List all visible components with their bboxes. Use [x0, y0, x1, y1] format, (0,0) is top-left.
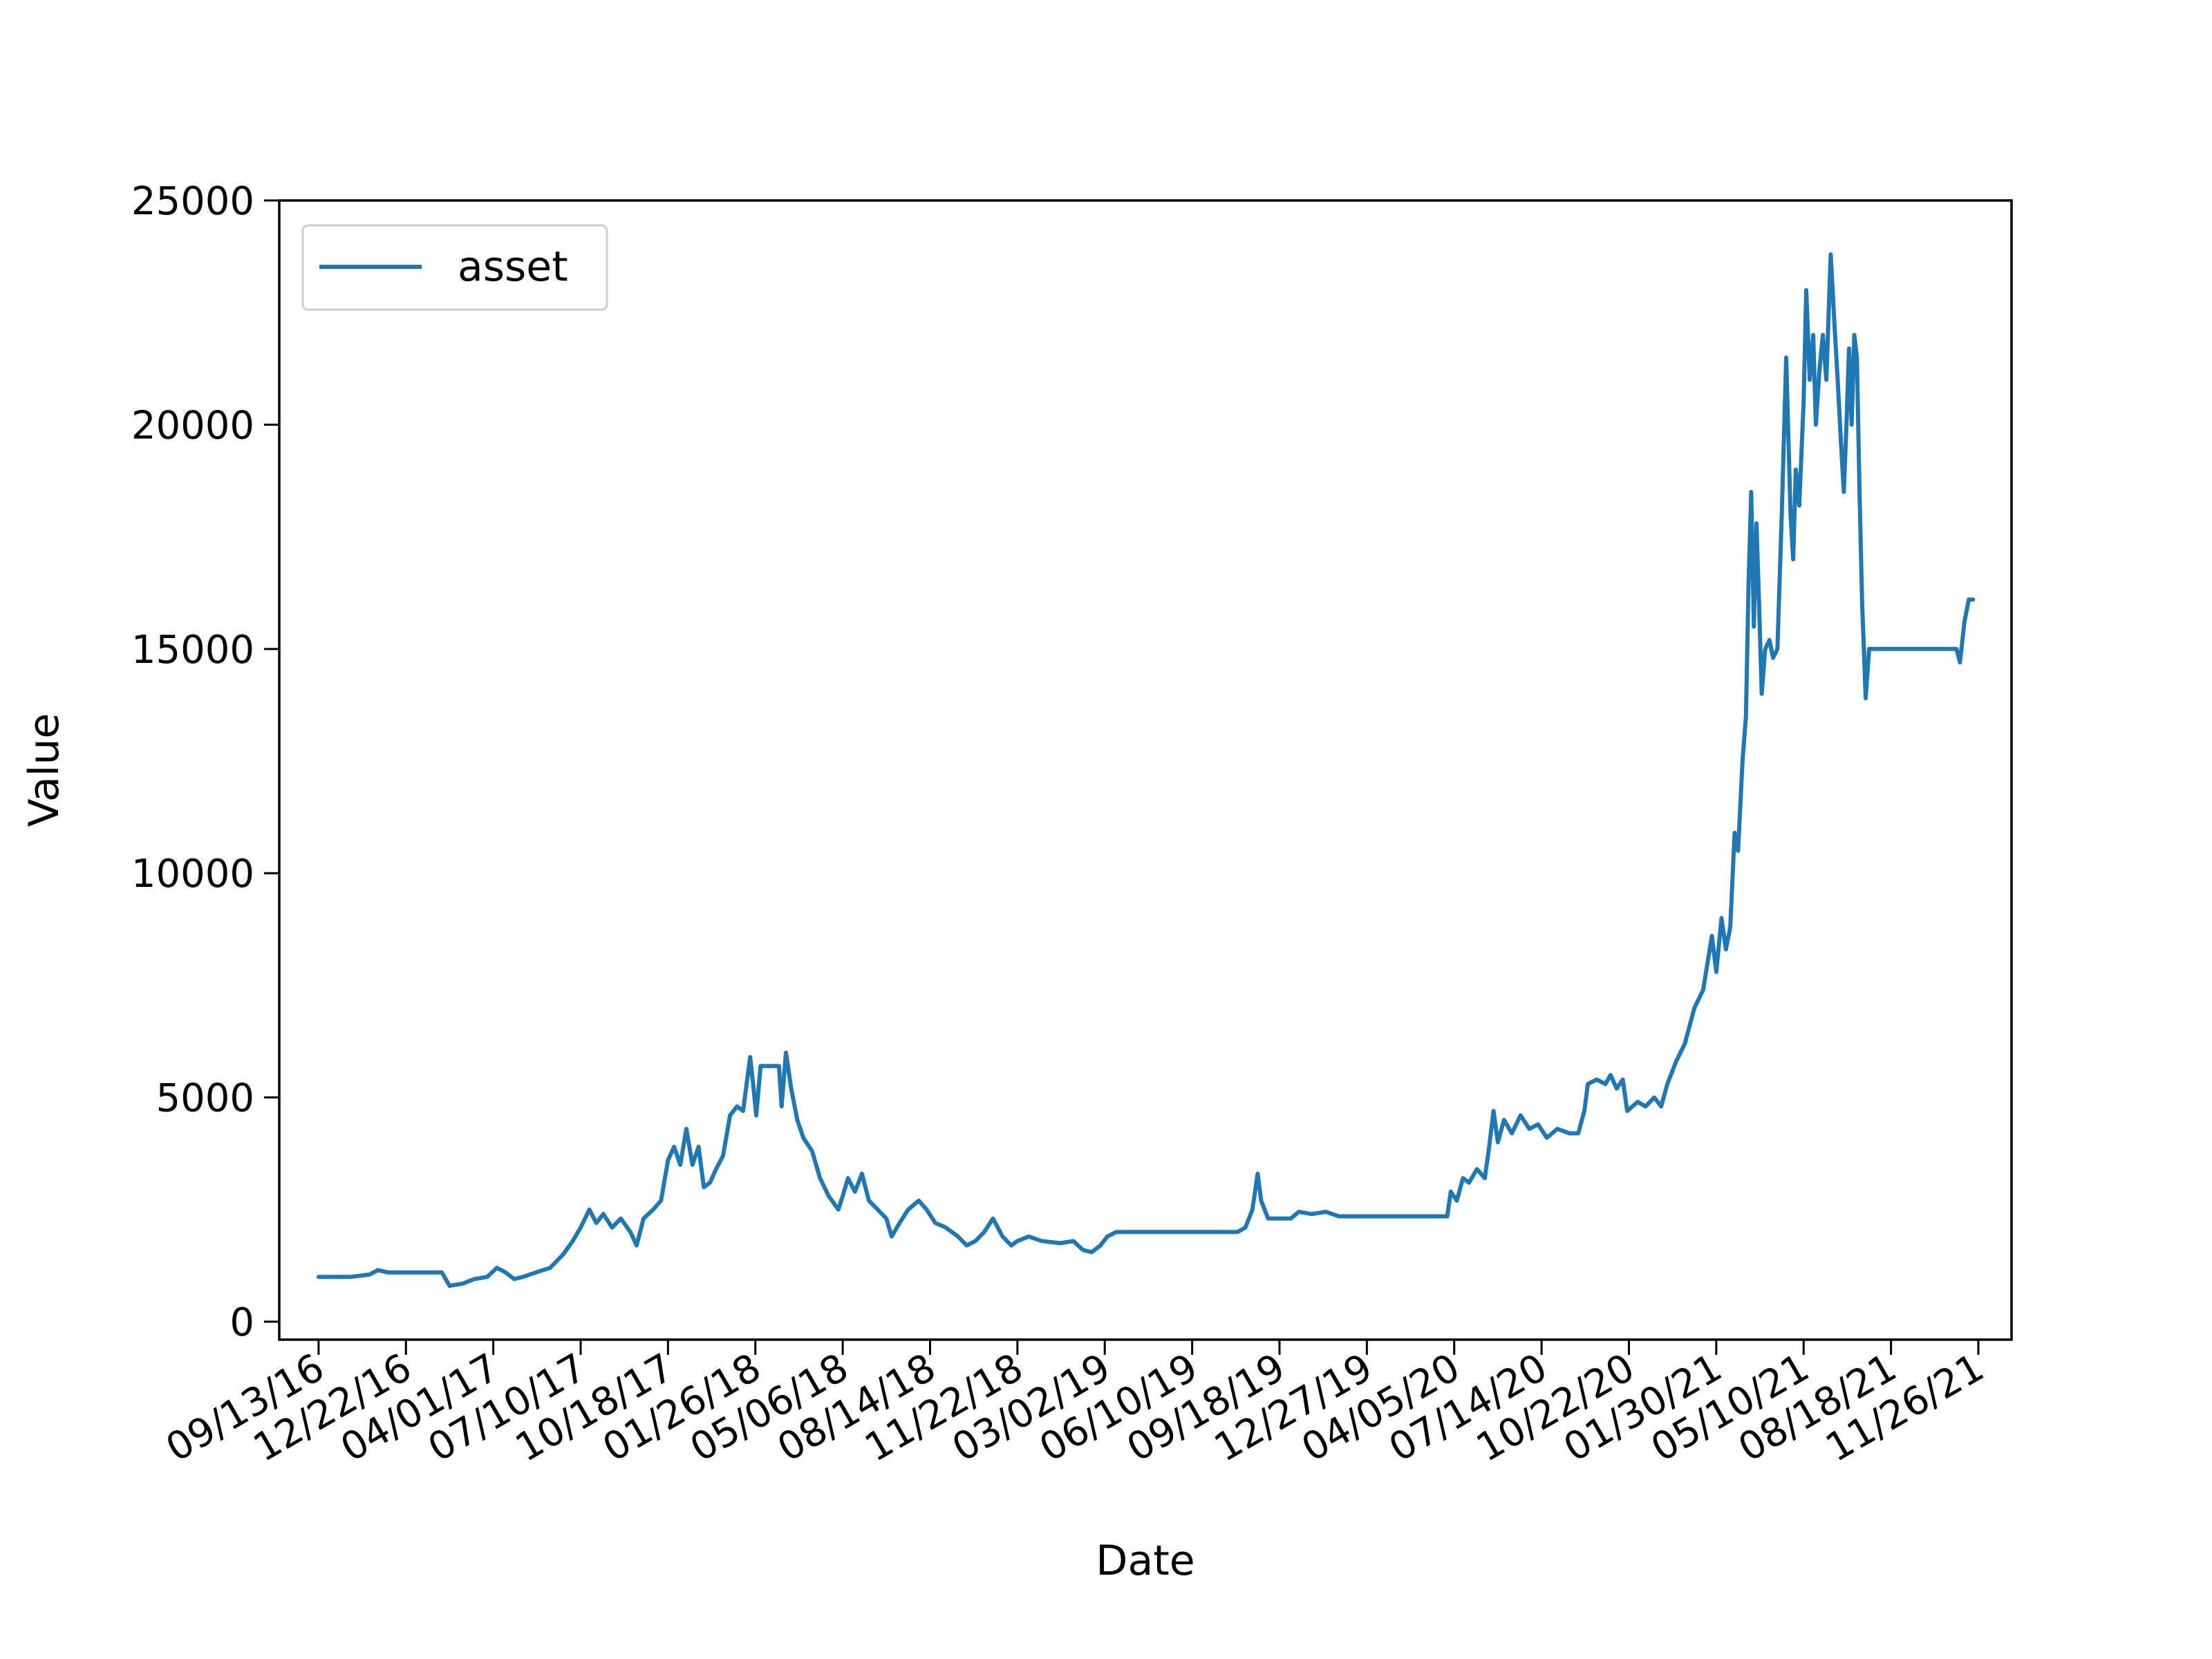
y-tick-label: 0 [229, 1300, 254, 1345]
y-axis: 0 5000 10000 15000 20000 25000 [131, 179, 279, 1345]
y-tick-label: 5000 [156, 1076, 254, 1121]
y-tick-label: 25000 [131, 179, 254, 224]
legend-label-asset: asset [458, 243, 568, 291]
series-layer [316, 252, 1976, 1288]
y-tick-label: 15000 [131, 628, 254, 673]
y-axis-label: Value [20, 713, 68, 827]
y-tick-label: 10000 [131, 852, 254, 897]
x-axis-label: Date [1096, 1537, 1194, 1585]
y-tick-label: 20000 [131, 403, 254, 448]
series-line-asset [316, 252, 1976, 1288]
plot-frame [278, 199, 2013, 1341]
legend-box [301, 224, 608, 311]
legend: asset [301, 224, 608, 311]
